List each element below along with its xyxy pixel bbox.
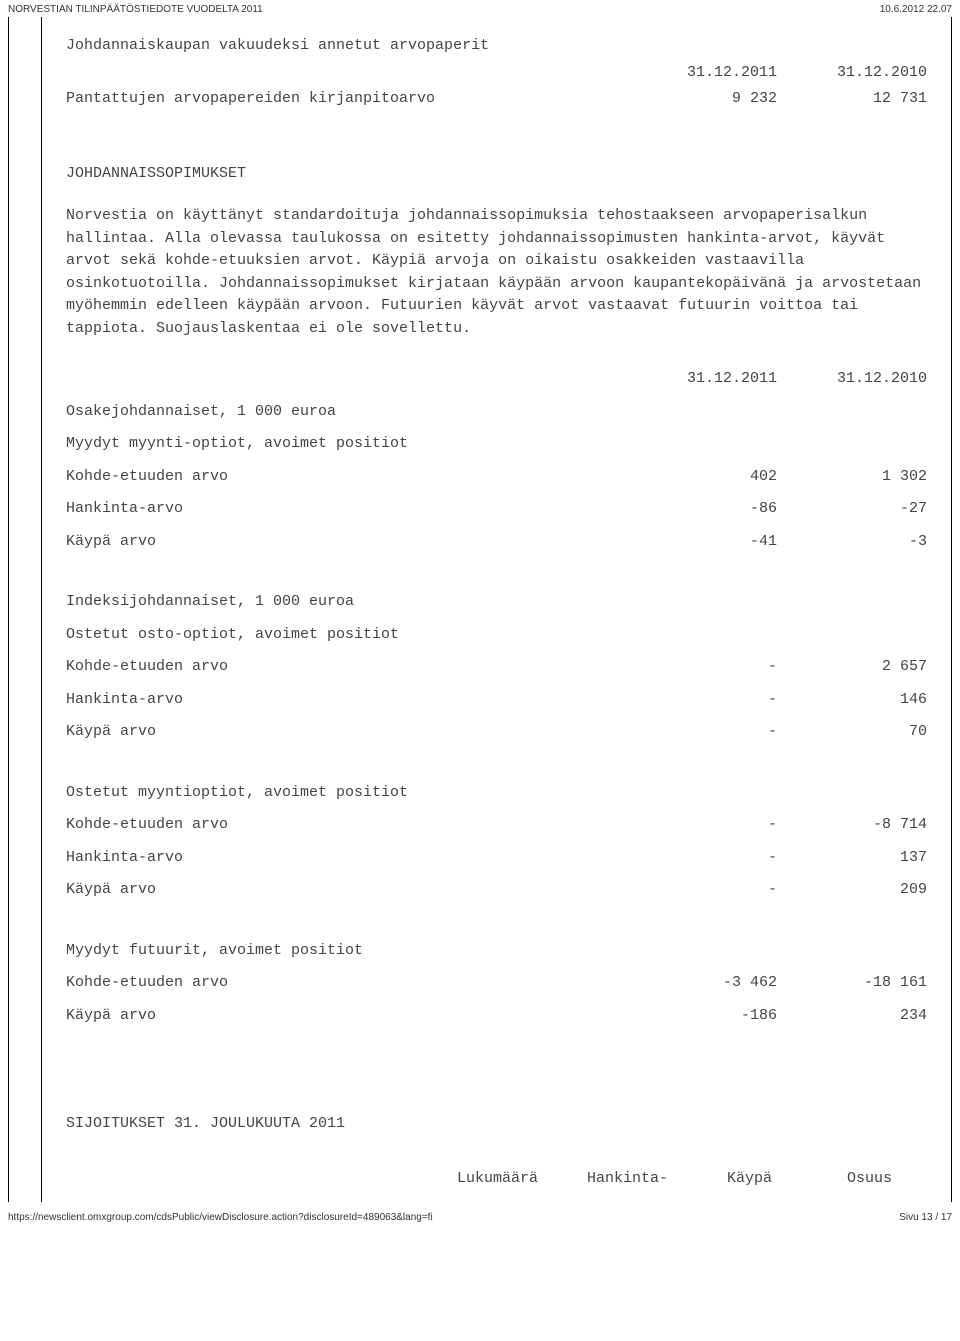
invest-col-hankinta: Hankinta- — [587, 1168, 727, 1191]
empty-cell — [66, 368, 627, 391]
collateral-header-row: 31.12.2011 31.12.2010 — [66, 62, 927, 85]
deriv-group-subtitle: Myydyt myynti-optiot, avoimet positiot — [66, 433, 927, 456]
collateral-col2: 31.12.2010 — [777, 62, 927, 85]
deriv-row-v1: 402 — [627, 466, 777, 489]
collateral-data-row: Pantattujen arvopapereiden kirjanpitoarv… — [66, 88, 927, 111]
invest-col-lukumaara: Lukumäärä — [457, 1168, 587, 1191]
empty-cell — [66, 1168, 457, 1191]
deriv-data-row: Käypä arvo-70 — [66, 721, 927, 744]
collateral-row-label: Pantattujen arvopapereiden kirjanpitoarv… — [66, 88, 627, 111]
investments-heading: SIJOITUKSET 31. JOULUKUUTA 2011 — [66, 1113, 927, 1136]
deriv-data-row: Kohde-etuuden arvo-2 657 — [66, 656, 927, 679]
deriv-data-row: Kohde-etuuden arvo--8 714 — [66, 814, 927, 837]
deriv-row-v2: 146 — [777, 689, 927, 712]
deriv-row-v1: - — [627, 814, 777, 837]
deriv-row-label: Kohde-etuuden arvo — [66, 466, 627, 489]
collateral-row-v1: 9 232 — [627, 88, 777, 111]
deriv-row-v1: -186 — [627, 1005, 777, 1028]
deriv-group-subtitle: Myydyt futuurit, avoimet positiot — [66, 940, 927, 963]
deriv-group-subtitle-label: Myydyt myynti-optiot, avoimet positiot — [66, 433, 627, 456]
deriv-row-v2: -8 714 — [777, 814, 927, 837]
deriv-row-v1: -3 462 — [627, 972, 777, 995]
deriv-group-subtitle-label: Ostetut myyntioptiot, avoimet positiot — [66, 782, 627, 805]
deriv-row-label: Kohde-etuuden arvo — [66, 814, 627, 837]
deriv-row-label: Käypä arvo — [66, 1005, 627, 1028]
deriv-data-row: Hankinta-arvo-146 — [66, 689, 927, 712]
derivatives-heading: JOHDANNAISSOPIMUKSET — [66, 163, 927, 186]
deriv-header-row: 31.12.2011 31.12.2010 — [66, 368, 927, 391]
deriv-row-v2: 1 302 — [777, 466, 927, 489]
deriv-col1: 31.12.2011 — [627, 368, 777, 391]
inner-frame: Johdannaiskaupan vakuudeksi annetut arvo… — [41, 17, 952, 1202]
invest-col-osuus: Osuus — [847, 1168, 927, 1191]
deriv-data-row: Kohde-etuuden arvo-3 462-18 161 — [66, 972, 927, 995]
deriv-row-v1: - — [627, 689, 777, 712]
empty-cell — [66, 62, 627, 85]
deriv-row-v1: -41 — [627, 531, 777, 554]
derivatives-paragraph: Norvestia on käyttänyt standardoituja jo… — [66, 205, 927, 340]
invest-col-kaypa: Käypä — [727, 1168, 847, 1191]
deriv-row-label: Käypä arvo — [66, 721, 627, 744]
deriv-data-row: Kohde-etuuden arvo4021 302 — [66, 466, 927, 489]
deriv-row-v2: -3 — [777, 531, 927, 554]
footer-url: https://newsclient.omxgroup.com/cdsPubli… — [8, 1212, 433, 1223]
deriv-group-title: Osakejohdannaiset, 1 000 euroa — [66, 401, 927, 424]
deriv-row-label: Kohde-etuuden arvo — [66, 656, 627, 679]
deriv-data-row: Käypä arvo-41-3 — [66, 531, 927, 554]
deriv-row-v2: -18 161 — [777, 972, 927, 995]
deriv-row-v1: - — [627, 879, 777, 902]
deriv-row-label: Hankinta-arvo — [66, 847, 627, 870]
deriv-row-v2: 234 — [777, 1005, 927, 1028]
deriv-data-row: Käypä arvo-209 — [66, 879, 927, 902]
deriv-group-title-label: Indeksijohdannaiset, 1 000 euroa — [66, 591, 627, 614]
page-header: NORVESTIAN TILINPÄÄTÖSTIEDOTE VUODELTA 2… — [0, 0, 960, 17]
deriv-data-row: Hankinta-arvo-86-27 — [66, 498, 927, 521]
deriv-row-v1: - — [627, 847, 777, 870]
deriv-row-v2: 137 — [777, 847, 927, 870]
header-title: NORVESTIAN TILINPÄÄTÖSTIEDOTE VUODELTA 2… — [8, 4, 263, 15]
investments-header-row: Lukumäärä Hankinta- Käypä Osuus — [66, 1168, 927, 1191]
deriv-data-row: Käypä arvo-186234 — [66, 1005, 927, 1028]
derivatives-tables: 31.12.2011 31.12.2010 Osakejohdannaiset,… — [66, 368, 927, 1065]
deriv-group-title-label: Osakejohdannaiset, 1 000 euroa — [66, 401, 627, 424]
collateral-row-v2: 12 731 — [777, 88, 927, 111]
deriv-row-v2: 2 657 — [777, 656, 927, 679]
deriv-row-label: Hankinta-arvo — [66, 498, 627, 521]
deriv-group-subtitle: Ostetut myyntioptiot, avoimet positiot — [66, 782, 927, 805]
deriv-row-label: Hankinta-arvo — [66, 689, 627, 712]
deriv-row-v1: - — [627, 721, 777, 744]
deriv-row-v2: 209 — [777, 879, 927, 902]
deriv-row-label: Käypä arvo — [66, 879, 627, 902]
page-footer: https://newsclient.omxgroup.com/cdsPubli… — [0, 1202, 960, 1229]
deriv-group-subtitle-label: Myydyt futuurit, avoimet positiot — [66, 940, 627, 963]
collateral-col1: 31.12.2011 — [627, 62, 777, 85]
deriv-group-subtitle-label: Ostetut osto-optiot, avoimet positiot — [66, 624, 627, 647]
deriv-group-subtitle: Ostetut osto-optiot, avoimet positiot — [66, 624, 927, 647]
deriv-data-row: Hankinta-arvo-137 — [66, 847, 927, 870]
collateral-title: Johdannaiskaupan vakuudeksi annetut arvo… — [66, 35, 927, 58]
header-timestamp: 10.6.2012 22.07 — [880, 4, 952, 15]
content-frame: Johdannaiskaupan vakuudeksi annetut arvo… — [8, 17, 952, 1202]
deriv-row-label: Kohde-etuuden arvo — [66, 972, 627, 995]
deriv-row-label: Käypä arvo — [66, 531, 627, 554]
deriv-group-title: Indeksijohdannaiset, 1 000 euroa — [66, 591, 927, 614]
footer-page-number: Sivu 13 / 17 — [899, 1212, 952, 1223]
deriv-row-v1: - — [627, 656, 777, 679]
deriv-row-v2: -27 — [777, 498, 927, 521]
deriv-row-v1: -86 — [627, 498, 777, 521]
deriv-row-v2: 70 — [777, 721, 927, 744]
deriv-col2: 31.12.2010 — [777, 368, 927, 391]
